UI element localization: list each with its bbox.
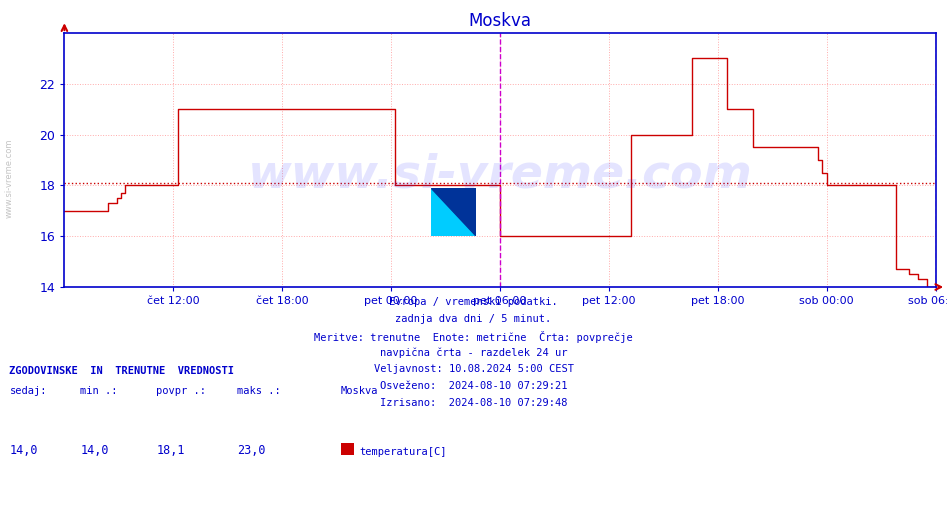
Text: sedaj:: sedaj: [9,386,47,396]
Text: povpr .:: povpr .: [156,386,206,396]
Text: Moskva: Moskva [341,386,379,396]
Text: 14,0: 14,0 [9,444,38,457]
Text: www.si-vreme.com: www.si-vreme.com [247,153,753,198]
Text: 14,0: 14,0 [80,444,109,457]
Text: min .:: min .: [80,386,118,396]
Text: maks .:: maks .: [237,386,280,396]
Text: 23,0: 23,0 [237,444,265,457]
Polygon shape [431,212,454,236]
Title: Moskva: Moskva [469,12,531,30]
Text: www.si-vreme.com: www.si-vreme.com [5,138,14,217]
Text: temperatura[C]: temperatura[C] [360,447,447,457]
Text: zadnja dva dni / 5 minut.: zadnja dva dni / 5 minut. [396,314,551,324]
Text: Meritve: trenutne  Enote: metrične  Črta: povprečje: Meritve: trenutne Enote: metrične Črta: … [314,331,633,343]
Text: Izrisano:  2024-08-10 07:29:48: Izrisano: 2024-08-10 07:29:48 [380,398,567,408]
Polygon shape [431,188,476,236]
Text: Evropa / vremenski podatki.: Evropa / vremenski podatki. [389,297,558,307]
Polygon shape [431,188,476,236]
Text: 18,1: 18,1 [156,444,185,457]
Text: Osveženo:  2024-08-10 07:29:21: Osveženo: 2024-08-10 07:29:21 [380,381,567,391]
Text: ZGODOVINSKE  IN  TRENUTNE  VREDNOSTI: ZGODOVINSKE IN TRENUTNE VREDNOSTI [9,366,235,376]
Text: Veljavnost: 10.08.2024 5:00 CEST: Veljavnost: 10.08.2024 5:00 CEST [373,364,574,374]
Polygon shape [431,188,476,236]
Text: navpična črta - razdelek 24 ur: navpična črta - razdelek 24 ur [380,347,567,358]
